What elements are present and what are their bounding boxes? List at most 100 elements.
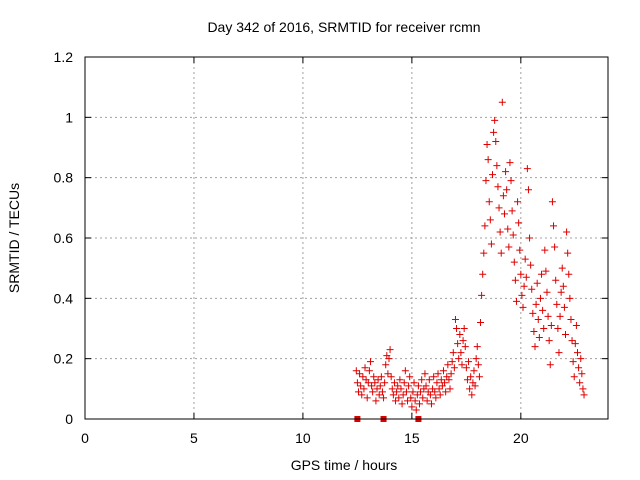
data-point	[573, 322, 580, 329]
data-point	[433, 379, 440, 386]
data-point	[490, 129, 497, 136]
data-point	[466, 385, 473, 392]
data-point	[369, 388, 376, 395]
data-point	[395, 394, 402, 401]
data-point	[575, 364, 582, 371]
data-point	[413, 406, 420, 413]
data-point	[396, 376, 403, 383]
tick-labels: 0 5 10 15 20 0 0.2 0.4 0.6 0.8 1 1.2	[54, 49, 529, 446]
x-axis-title: GPS time / hours	[291, 457, 398, 473]
data-point	[384, 370, 391, 377]
data-point	[564, 250, 571, 257]
data-point	[546, 337, 553, 344]
data-point	[516, 247, 523, 254]
data-point	[477, 319, 484, 326]
data-point	[534, 280, 541, 287]
data-point	[487, 216, 494, 223]
data-point	[540, 325, 547, 332]
data-point	[555, 349, 562, 356]
y-tick-label: 0.2	[54, 351, 74, 367]
data-point	[572, 340, 579, 347]
data-point	[538, 271, 545, 278]
data-point	[504, 225, 511, 232]
data-point	[554, 325, 561, 332]
data-point	[523, 274, 530, 281]
data-point	[543, 289, 550, 296]
data-point	[401, 379, 408, 386]
data-point	[408, 403, 415, 410]
data-point	[529, 310, 536, 317]
data-point	[506, 159, 513, 166]
data-point	[448, 370, 455, 377]
data-point	[366, 367, 373, 374]
data-point	[367, 358, 374, 365]
data-point	[480, 250, 487, 257]
data-point	[364, 394, 371, 401]
data-point	[437, 391, 444, 398]
data-point	[411, 379, 418, 386]
data-point	[426, 376, 433, 383]
data-point	[382, 361, 389, 368]
data-point	[553, 301, 560, 308]
data-point	[402, 367, 409, 374]
data-point	[378, 373, 385, 380]
data-point	[444, 361, 451, 368]
data-point	[379, 388, 386, 395]
data-point	[505, 244, 512, 251]
data-point	[438, 376, 445, 383]
data-point	[574, 349, 581, 356]
data-point	[368, 382, 375, 389]
data-point	[539, 307, 546, 314]
data-point	[533, 301, 540, 308]
data-point	[479, 271, 486, 278]
data-point	[354, 379, 361, 386]
data-point	[394, 382, 401, 389]
data-point	[399, 400, 406, 407]
data-point	[484, 141, 491, 148]
data-point	[486, 198, 493, 205]
data-point	[449, 358, 456, 365]
data-point	[457, 349, 464, 356]
data-point	[567, 316, 574, 323]
data-point	[370, 373, 377, 380]
data-point	[451, 364, 458, 371]
data-point	[511, 259, 518, 266]
data-point	[381, 379, 388, 386]
data-points	[353, 99, 588, 422]
data-point	[535, 316, 542, 323]
data-point	[391, 379, 398, 386]
data-point	[545, 313, 552, 320]
data-point	[510, 231, 517, 238]
chart-title: Day 342 of 2016, SRMTID for receiver rcm…	[207, 19, 480, 35]
data-point	[389, 385, 396, 392]
data-point	[498, 250, 505, 257]
data-point	[418, 376, 425, 383]
data-point	[557, 313, 564, 320]
data-point	[497, 228, 504, 235]
x-tick-label: 5	[190, 430, 198, 446]
data-point	[470, 367, 477, 374]
x-tick-label: 0	[81, 430, 89, 446]
data-point	[579, 385, 586, 392]
data-point	[403, 388, 410, 395]
data-point	[494, 183, 501, 190]
data-point	[357, 382, 364, 389]
data-point	[571, 373, 578, 380]
data-point	[493, 162, 500, 169]
data-point	[376, 391, 383, 398]
data-point	[524, 165, 531, 172]
data-point	[478, 292, 485, 299]
data-point	[566, 295, 573, 302]
x-tick-label: 20	[513, 430, 529, 446]
data-point	[404, 397, 411, 404]
data-point	[421, 370, 428, 377]
data-point	[475, 361, 482, 368]
data-point	[518, 292, 525, 299]
data-point	[375, 376, 382, 383]
data-point	[440, 367, 447, 374]
data-point	[462, 343, 469, 350]
data-point	[405, 382, 412, 389]
y-tick-label: 0	[65, 411, 73, 427]
data-point	[491, 117, 498, 124]
data-point	[492, 138, 499, 145]
